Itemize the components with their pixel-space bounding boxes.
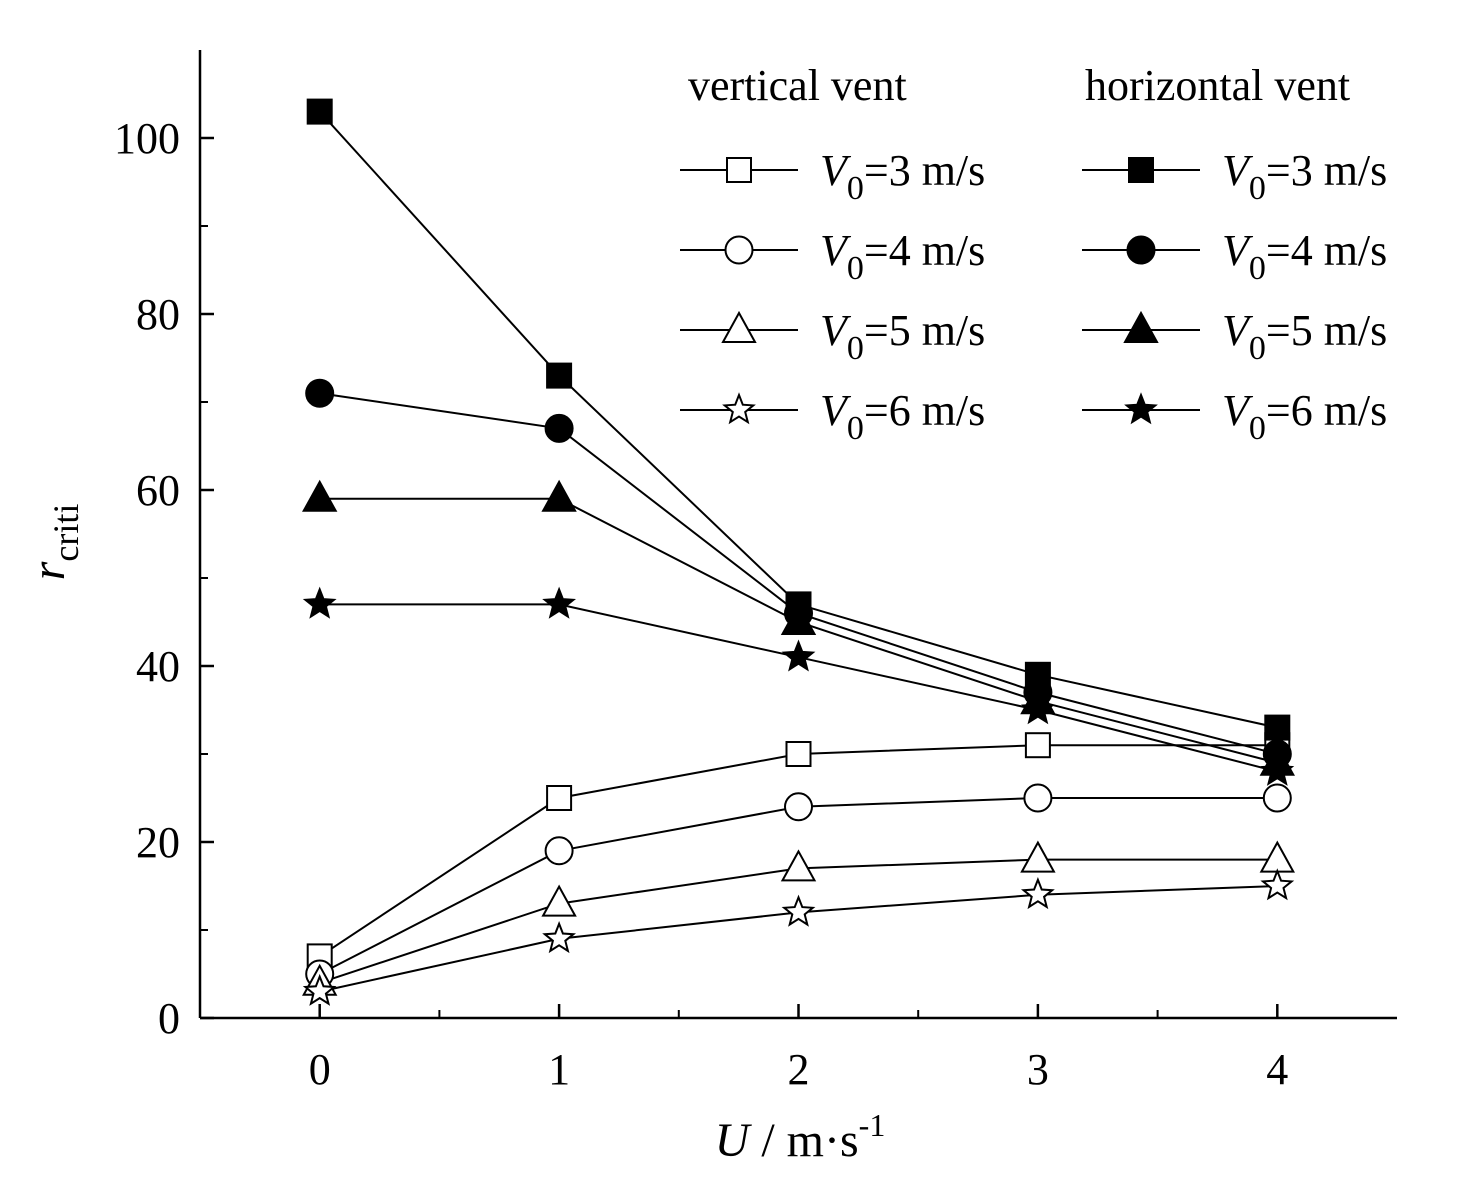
series-layer xyxy=(302,98,1295,1006)
data-point xyxy=(541,479,577,512)
series-markers-vertical-star xyxy=(302,868,1295,1006)
legend-label: V0=4 m/s xyxy=(820,226,985,287)
x-tick-label: 4 xyxy=(1266,1045,1288,1094)
legend-item: V0=3 m/s xyxy=(680,146,985,207)
y-tick-label: 100 xyxy=(114,114,180,163)
x-axis-label: U / m·s-1 xyxy=(715,1107,886,1167)
series-horizontal-circle xyxy=(319,392,1278,755)
x-tick-label: 1 xyxy=(548,1045,570,1094)
y-tick-label: 0 xyxy=(158,994,180,1043)
legend-item: V0=6 m/s xyxy=(1082,386,1387,447)
legend-label: V0=5 m/s xyxy=(1222,306,1387,367)
legend-label: V0=6 m/s xyxy=(1222,386,1387,447)
legend-label: V0=6 m/s xyxy=(820,386,985,447)
data-point xyxy=(306,98,333,125)
data-point xyxy=(1020,877,1055,910)
data-point xyxy=(1020,840,1056,873)
x-tick-label: 0 xyxy=(309,1045,331,1094)
data-point xyxy=(546,785,573,811)
legend-marker xyxy=(1124,392,1158,425)
legend-marker xyxy=(1126,235,1156,265)
legend-marker xyxy=(724,235,754,265)
legend-marker xyxy=(722,392,756,425)
x-axis-label-unit: / m·s xyxy=(749,1114,858,1167)
x-tick-label: 2 xyxy=(788,1045,810,1094)
data-point xyxy=(1259,840,1295,873)
series-markers-horizontal-triangle xyxy=(302,479,1295,776)
x-tick-label: 3 xyxy=(1027,1045,1049,1094)
y-tick-label: 80 xyxy=(136,290,180,339)
data-point xyxy=(1262,783,1292,813)
data-point xyxy=(544,836,574,866)
series-markers-horizontal-circle xyxy=(305,378,1292,769)
legend: vertical vent horizontal vent V0=3 m/s V0=4… xyxy=(680,61,1387,447)
series-line xyxy=(319,797,1278,975)
data-point xyxy=(1024,732,1051,759)
series-markers-horizontal-star xyxy=(302,586,1295,786)
legend-item: V0=4 m/s xyxy=(680,226,985,287)
data-point xyxy=(780,849,817,882)
data-point xyxy=(305,378,335,408)
data-point xyxy=(302,479,338,512)
legend-item: V0=6 m/s xyxy=(680,386,985,447)
legend-item: V0=4 m/s xyxy=(1082,226,1387,287)
legend-marker xyxy=(1128,157,1154,183)
data-point xyxy=(781,894,816,927)
data-point xyxy=(541,884,577,917)
data-point xyxy=(785,741,812,767)
legend-label: V0=3 m/s xyxy=(1222,146,1387,207)
y-axis-label-var: r xyxy=(22,561,75,580)
legend-item: V0=3 m/s xyxy=(1082,146,1387,207)
x-axis-label-var: U xyxy=(715,1114,753,1167)
x-axis-label-sup: -1 xyxy=(859,1107,886,1143)
legend-marker xyxy=(726,157,752,183)
data-point xyxy=(544,413,574,443)
data-point xyxy=(780,602,817,635)
legend-marker xyxy=(1123,310,1159,343)
data-point xyxy=(1264,714,1291,741)
y-tick-label: 60 xyxy=(136,466,180,515)
axes: 0 20 40 60 80 100 0 1 2 3 4 xyxy=(114,50,1397,1094)
y-axis-label: rcriti xyxy=(22,504,86,581)
data-point xyxy=(1260,753,1295,786)
legend-label: V0=5 m/s xyxy=(820,306,985,367)
data-point xyxy=(546,362,573,389)
data-point xyxy=(1260,868,1295,901)
legend-item: V0=5 m/s xyxy=(680,306,985,367)
data-point xyxy=(781,639,816,672)
series-markers-vertical-circle xyxy=(305,783,1292,989)
legend-label: V0=4 m/s xyxy=(1222,226,1387,287)
legend-marker xyxy=(721,310,757,343)
y-tick-label: 20 xyxy=(136,818,180,867)
data-point xyxy=(542,586,577,619)
series-line xyxy=(319,392,1278,755)
data-point xyxy=(302,586,337,619)
legend-group-title: vertical vent xyxy=(688,61,907,110)
y-axis-label-sub: criti xyxy=(46,504,86,562)
legend-group-title: horizontal vent xyxy=(1085,61,1350,110)
data-point xyxy=(302,973,337,1006)
legend-label: V0=3 m/s xyxy=(820,146,985,207)
y-tick-label: 40 xyxy=(136,642,180,691)
data-point xyxy=(1023,783,1053,813)
data-point xyxy=(784,792,813,822)
legend-item: V0=5 m/s xyxy=(1082,306,1387,367)
data-point xyxy=(542,921,577,954)
data-point xyxy=(1020,692,1055,725)
series-vertical-circle xyxy=(319,797,1278,975)
